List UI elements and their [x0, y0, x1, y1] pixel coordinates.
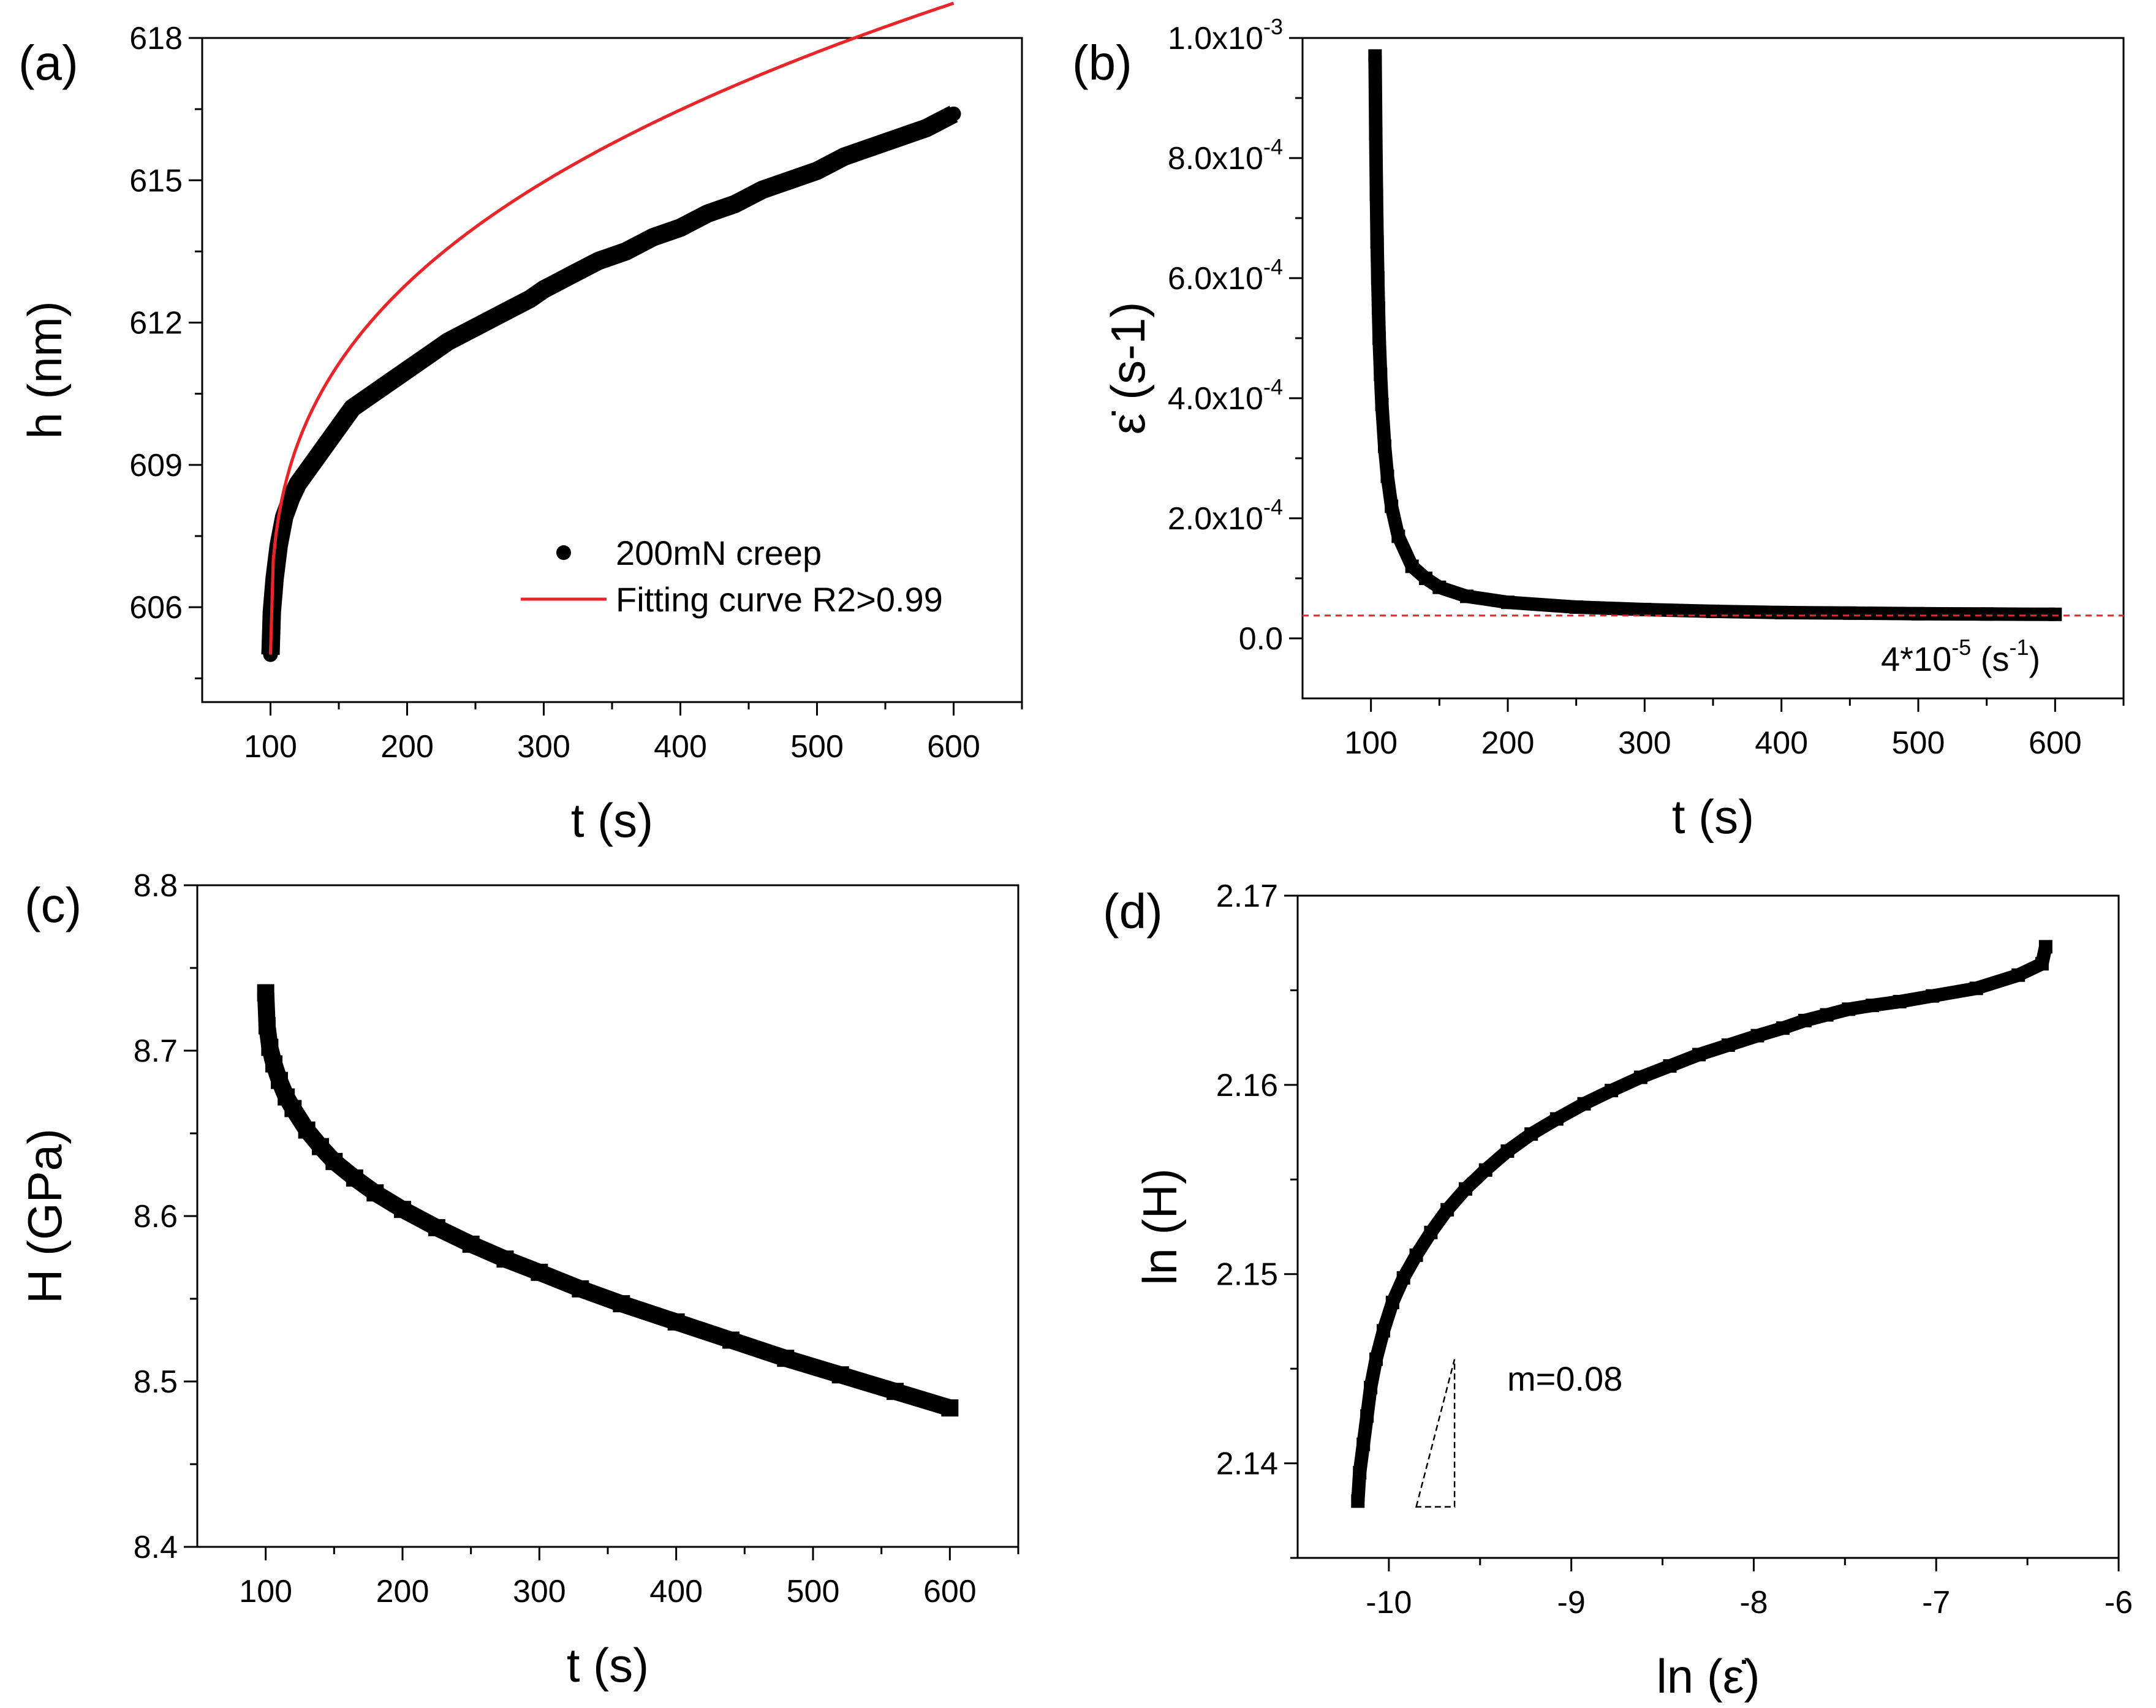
y-tick-exponent: -3 — [1263, 14, 1283, 39]
y-tick-label: 609 — [129, 448, 183, 483]
x-axis-label: t (s) — [571, 793, 653, 847]
panel-tag: (c) — [25, 878, 81, 932]
x-tick-label: -6 — [2105, 1585, 2133, 1620]
data-trace — [261, 105, 958, 656]
annotation-part: 4*10 — [1881, 640, 1951, 678]
x-axis-label: ln (ε̇) — [1656, 1649, 1760, 1703]
x-tick-label: 600 — [923, 1574, 977, 1609]
annotation-part: ) — [2029, 640, 2040, 678]
panel-c: (c) 100 200 300 400 500 600 8.4 8.5 8.6 8.7 8.8 t (s… — [18, 868, 1019, 1692]
y-tick-mantissa: 2.0x10 — [1168, 501, 1263, 537]
y-tick-label: 8.0x10-4 — [1168, 134, 1283, 176]
series — [261, 105, 961, 662]
y-tick-exponent: -4 — [1263, 494, 1283, 520]
legend: 200mN creep Fitting curve R2>0.99 — [521, 534, 943, 619]
slope-annotation: m=0.08 — [1507, 1359, 1622, 1398]
x-tick-label: -8 — [1739, 1585, 1768, 1620]
x-tick-label: 600 — [2029, 725, 2082, 761]
y-tick-label: 2.16 — [1216, 1068, 1278, 1103]
x-tick-label: 600 — [927, 729, 980, 765]
y-tick-mantissa: 1.0x10 — [1168, 21, 1263, 56]
y-tick-label: 1.0x10-3 — [1168, 14, 1283, 56]
y-axis-label: h (nm) — [18, 301, 72, 439]
x-tick-label: 200 — [376, 1574, 429, 1609]
y-tick-label: 2.0x10-4 — [1168, 494, 1283, 537]
y-tick-exponent: -4 — [1263, 134, 1283, 159]
y-tick-mantissa: 8.0x10 — [1168, 141, 1263, 176]
annotation-part: (s — [1971, 640, 2009, 678]
y-tick-label: 606 — [129, 590, 183, 625]
panel-tag: (b) — [1072, 36, 1132, 90]
panel-d: (d) -10 -9 -8 -7 -6 2.14 2.15 2.16 2.17 ln (ε̇) ln … — [1103, 879, 2133, 1703]
plot-frame — [1296, 894, 2120, 1559]
legend-label: 200mN creep — [616, 534, 822, 572]
x-tick-label: -10 — [1366, 1585, 1412, 1620]
x-tick-label: 400 — [654, 729, 707, 765]
y-axis-label: H (GPa) — [18, 1128, 72, 1304]
y-tick-label: 615 — [129, 163, 183, 198]
x-tick-label: 500 — [1892, 725, 1945, 761]
x-tick-label: 100 — [239, 1574, 292, 1609]
y-tick-label: 612 — [129, 306, 183, 341]
y-tick-label: 2.14 — [1216, 1446, 1278, 1482]
y-tick-mantissa: 4.0x10 — [1168, 381, 1263, 417]
x-tick-label: 100 — [1344, 725, 1398, 761]
x-tick-label: 400 — [649, 1574, 703, 1609]
rate-annotation: 4*10-5 (s-1) — [1881, 635, 2040, 678]
plot-frame — [1301, 37, 2125, 700]
y-tick-label: 8.4 — [134, 1530, 178, 1565]
x-tick-label: 200 — [1481, 725, 1535, 761]
x-tick-label: 200 — [380, 729, 434, 765]
panel-a: (a) 100 200 300 400 500 600 606 609 612 615 618 t (s… — [18, 1, 1023, 847]
series — [1368, 49, 2062, 621]
fit-curve-overlay — [269, 1, 955, 655]
y-tick-label: 2.17 — [1216, 879, 1278, 914]
x-tick-label: 100 — [244, 729, 297, 765]
legend-marker-points — [556, 545, 571, 560]
y-tick-exponent: -4 — [1263, 374, 1283, 399]
y-tick-label: 0.0 — [1239, 621, 1283, 657]
annotation-part: -5 — [1951, 635, 1971, 660]
y-tick-label: 8.8 — [134, 868, 178, 904]
x-axis-label: t (s) — [567, 1638, 649, 1692]
panel-b: (b)100 200 300 400 500 6000.02.0x10-44.0x10-4… — [1072, 14, 2125, 844]
y-axis-label: ln (H) — [1133, 1168, 1187, 1285]
y-tick-mantissa: 0.0 — [1239, 621, 1283, 657]
y-tick-label: 8.5 — [134, 1364, 178, 1400]
x-tick-label: 500 — [787, 1574, 840, 1609]
legend-label: Fitting curve R2>0.99 — [616, 580, 943, 619]
x-tick-label: 300 — [513, 1574, 566, 1609]
series — [1351, 940, 2052, 1508]
series — [257, 984, 959, 1417]
data-trace — [1351, 945, 2052, 1502]
fit-curve — [269, 1, 955, 655]
series — [269, 1, 955, 655]
x-tick-label: 400 — [1755, 725, 1808, 761]
y-tick-label: 8.6 — [134, 1199, 178, 1234]
y-tick-label: 4.0x10-4 — [1168, 374, 1283, 417]
y-tick-exponent: -4 — [1263, 254, 1283, 279]
slope-triangle — [1415, 1359, 1456, 1508]
plot-frame — [196, 884, 1019, 1548]
panel-tag: (d) — [1103, 884, 1163, 939]
y-tick-mantissa: 6.0x10 — [1168, 261, 1263, 297]
y-tick-label: 8.7 — [134, 1033, 178, 1069]
x-tick-label: -7 — [1922, 1585, 1950, 1620]
x-tick-label: -9 — [1557, 1585, 1586, 1620]
x-tick-label: 500 — [790, 729, 844, 765]
y-axis-label: ε̇ (s-1) — [1101, 302, 1155, 435]
annotation-part: -1 — [2009, 635, 2029, 660]
y-tick-label: 6.0x10-4 — [1168, 254, 1283, 297]
data-trace — [1368, 56, 2056, 621]
panel-tag: (a) — [18, 36, 78, 90]
x-tick-label: 300 — [517, 729, 570, 765]
x-axis-label: t (s) — [1672, 790, 1754, 844]
data-trace — [257, 992, 953, 1416]
y-tick-label: 618 — [129, 21, 183, 56]
y-tick-label: 2.15 — [1216, 1257, 1278, 1293]
x-tick-label: 300 — [1618, 725, 1671, 761]
